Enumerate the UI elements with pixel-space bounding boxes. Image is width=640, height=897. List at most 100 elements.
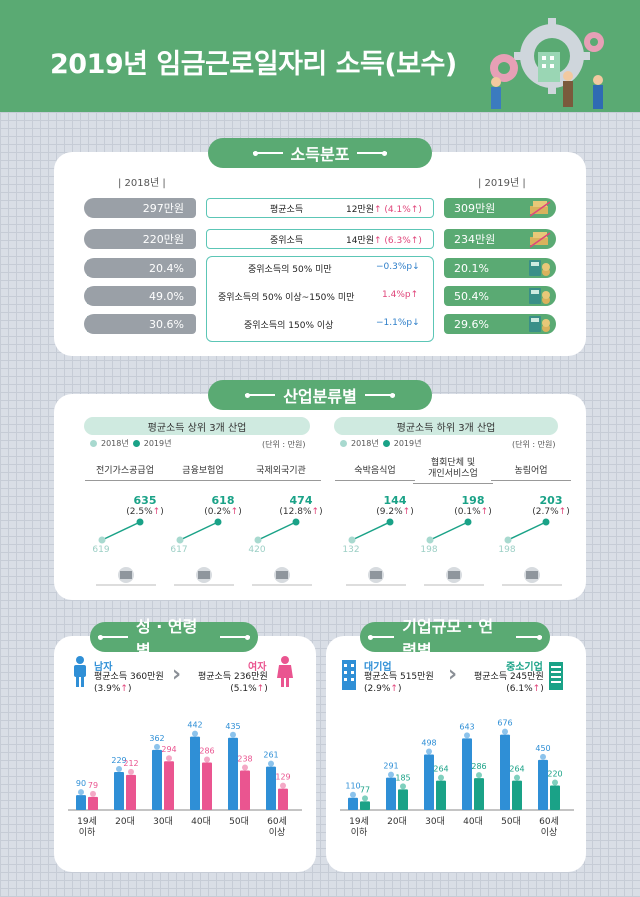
page-title: 2019년 임금근로일자리 소득(보수) xyxy=(50,49,457,80)
industry-legend-right: 2018년 2019년 xyxy=(340,438,421,449)
bar-cap xyxy=(388,771,394,778)
point-2018 xyxy=(176,536,184,544)
header-banner: 2019년 임금근로일자리 소득(보수) xyxy=(0,0,640,112)
female-icon xyxy=(277,656,293,687)
down-arrow-icon: ↓ xyxy=(412,318,420,328)
income-row-change: 12만원↑ (4.1%↑) xyxy=(346,202,422,215)
point-2018 xyxy=(98,536,106,544)
median-ratio-box xyxy=(206,256,434,342)
industry-2019-value: 203 xyxy=(539,494,563,507)
bar-대기업 xyxy=(348,797,358,810)
bar-중소기업 xyxy=(512,780,522,810)
large-firm-pct: (2.9% xyxy=(364,684,391,694)
bar-value-label: 238 xyxy=(237,755,252,764)
up-arrow-icon: ↑) xyxy=(410,236,422,246)
bank-building-icon xyxy=(174,567,234,586)
industry-pct-change: (2.5%↑) xyxy=(110,507,180,517)
firm-age-title: 기업규모 · 연령별 xyxy=(360,617,550,660)
up-arrow-icon: ↑ xyxy=(390,684,398,694)
bar-value-label: 264 xyxy=(509,765,524,774)
income-row-label: 평균소득 xyxy=(270,205,304,215)
bar-cap xyxy=(476,772,482,779)
x-tick-label: 19세 xyxy=(349,816,369,827)
x-tick-label: 이상 xyxy=(269,827,286,838)
income-2018-value: 20.4% xyxy=(84,258,196,278)
bar-남자 xyxy=(152,749,162,810)
industry-2018-value: 420 xyxy=(248,545,266,555)
pct-text: (9.2% xyxy=(376,507,403,517)
income-2018-value: 220만원 xyxy=(84,229,196,249)
bar-cap xyxy=(400,783,406,790)
legend-2019-label: 2019년 xyxy=(143,439,172,448)
pct-close: ) xyxy=(160,507,164,517)
industry-pct-change: (0.2%↑) xyxy=(188,507,258,517)
x-tick-label: 50대 xyxy=(501,816,521,827)
up-arrow-icon: ↑ xyxy=(374,236,382,246)
pct-text: (2.7% xyxy=(532,507,559,517)
industry-pct-change: (0.1%↑) xyxy=(438,507,508,517)
bar-남자 xyxy=(114,771,124,810)
industry-2019-value: 474 xyxy=(289,494,313,507)
industry-slope-mark xyxy=(254,518,300,544)
income-2018-value: 49.0% xyxy=(84,286,196,306)
industry-2019-value: 144 xyxy=(383,494,407,507)
income-2019-value: 309만원 xyxy=(444,198,556,218)
industry-2018-value: 617 xyxy=(170,545,188,555)
income-row-change: 14만원↑ (6.3%↑) xyxy=(346,233,422,246)
male-avg: 평균소득 360만원 xyxy=(94,672,164,682)
legend-2018-label: 2018년 xyxy=(101,439,129,448)
pct-close: ) xyxy=(566,507,570,517)
bar-여자 xyxy=(240,770,250,810)
income-2019-value: 234만원 xyxy=(444,229,556,249)
male-summary: 평균소득 360만원 (3.9%↑) xyxy=(94,672,164,694)
bar-cap xyxy=(128,768,134,775)
bar-value-label: 212 xyxy=(123,759,138,768)
bar-중소기업 xyxy=(398,789,408,810)
bar-cap xyxy=(464,732,470,739)
bar-cap xyxy=(204,756,210,763)
industry-pct-change: (12.8%↑) xyxy=(266,507,336,517)
point-2018 xyxy=(504,536,512,544)
up-arrow-icon: ↑ xyxy=(374,205,382,215)
slope-line xyxy=(101,521,141,541)
bar-value-label: 77 xyxy=(360,785,370,794)
up-arrow-icon: ↑ xyxy=(480,507,489,517)
bar-여자 xyxy=(164,761,174,810)
legend-2019-swatch xyxy=(382,440,390,447)
bar-cap xyxy=(268,760,274,767)
bar-value-label: 498 xyxy=(421,739,436,748)
bar-value-label: 79 xyxy=(88,781,98,790)
income-2019-value: 50.4% xyxy=(444,286,556,306)
utensils-icon xyxy=(346,567,406,586)
bar-cap xyxy=(502,728,508,735)
gears-people-illustration-icon xyxy=(490,18,604,109)
legend-2018-swatch xyxy=(340,440,347,447)
industry-legend-left: 2018년 2019년 xyxy=(90,438,171,449)
industry-top-header: 평균소득 상위 3개 산업 xyxy=(84,417,310,435)
income-2019-value: 29.6% xyxy=(444,314,556,334)
pct-text: (0.2% xyxy=(204,507,231,517)
section-title-text: 성 · 연령별 xyxy=(135,617,198,660)
sme-pct: (6.1% xyxy=(506,684,533,694)
bar-대기업 xyxy=(500,734,510,810)
bar-value-label: 185 xyxy=(395,773,410,782)
bar-여자 xyxy=(202,762,212,810)
slope-line xyxy=(179,521,219,541)
calculator-coins-icon xyxy=(528,286,552,306)
income-row-label: 중위소득의 50% 이상~150% 미만 xyxy=(218,293,355,303)
gender-age-title: 성 · 연령별 xyxy=(90,617,258,660)
income-row-change: 1.4%p↑ xyxy=(382,290,418,300)
bar-여자 xyxy=(126,774,136,810)
up-arrow-icon: ↑ xyxy=(152,507,161,517)
bar-남자 xyxy=(266,766,276,810)
chevron-right-icon: › xyxy=(448,662,458,687)
x-tick-label: 20대 xyxy=(387,816,407,827)
bar-value-label: 90 xyxy=(76,779,86,788)
point-2018 xyxy=(426,536,434,544)
bar-value-label: 294 xyxy=(161,745,176,754)
income-row-change: −1.1%p↓ xyxy=(376,318,420,328)
bar-남자 xyxy=(76,795,86,810)
up-arrow-icon: ↑ xyxy=(311,507,320,517)
legend-2018-swatch xyxy=(90,440,97,447)
legend-2019-label: 2019년 xyxy=(393,439,422,448)
